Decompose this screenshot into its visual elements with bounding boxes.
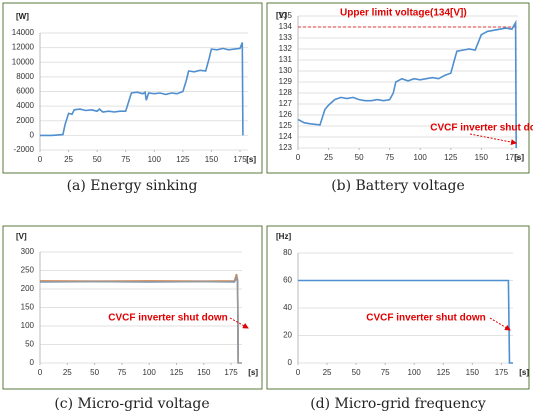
- x-tick-label: 150: [466, 368, 480, 377]
- x-tick-label: 175: [233, 155, 247, 164]
- y-axis-label: [V]: [276, 11, 287, 20]
- x-axis-label: [s]: [514, 153, 524, 162]
- y-tick-label: 124: [279, 132, 293, 141]
- x-tick-label: 125: [170, 368, 184, 377]
- reference-label: Upper limit voltage(134[V]): [340, 8, 467, 19]
- x-tick-label: 50: [90, 368, 99, 377]
- caption: (c) Micro-grid voltage: [54, 396, 209, 412]
- caption: (b) Battery voltage: [331, 178, 465, 194]
- y-tick-label: 123: [279, 143, 293, 152]
- y-axis-label: [W]: [16, 12, 29, 21]
- x-tick-label: 175: [224, 368, 238, 377]
- panel-frame: [266, 225, 530, 390]
- y-tick-label: 127: [279, 99, 293, 108]
- y-tick-label: 50: [25, 340, 34, 349]
- y-tick-label: 131: [279, 55, 293, 64]
- x-tick-label: 150: [475, 153, 489, 162]
- x-tick-label: 75: [121, 155, 130, 164]
- x-tick-label: 0: [296, 368, 301, 377]
- y-tick-label: 128: [279, 88, 293, 97]
- x-tick-label: 25: [64, 155, 73, 164]
- y-tick-label: 130: [279, 66, 293, 75]
- y-tick-label: 100: [21, 321, 35, 330]
- y-axis-label: [V]: [16, 232, 27, 241]
- panel-frame: [2, 225, 263, 390]
- y-tick-label: 150: [21, 303, 35, 312]
- data-line: [40, 42, 244, 137]
- x-tick-label: 125: [176, 155, 190, 164]
- y-tick-label: 134: [279, 22, 293, 31]
- y-tick-label: 60: [283, 276, 292, 285]
- y-tick-label: 2000: [16, 116, 34, 125]
- x-tick-label: 175: [495, 368, 509, 377]
- x-tick-label: 150: [197, 368, 211, 377]
- x-tick-label: 25: [63, 368, 72, 377]
- y-tick-label: 126: [279, 110, 293, 119]
- panel-frame: [2, 2, 263, 174]
- y-tick-label: 20: [283, 331, 292, 340]
- y-tick-label: 135: [279, 11, 293, 20]
- data-line: [40, 273, 242, 364]
- y-tick-label: 12000: [12, 43, 35, 52]
- x-tick-label: 75: [381, 368, 390, 377]
- x-tick-label: 50: [93, 155, 102, 164]
- data-line: [297, 19, 517, 149]
- caption: (a) Energy sinking: [67, 178, 198, 194]
- y-tick-label: 80: [283, 248, 292, 257]
- x-tick-label: 75: [385, 153, 394, 162]
- y-tick-label: 300: [21, 247, 35, 256]
- x-tick-label: 75: [117, 368, 126, 377]
- x-tick-label: 125: [444, 153, 458, 162]
- x-tick-label: 0: [38, 368, 43, 377]
- y-tick-label: 132: [279, 44, 293, 53]
- y-tick-label: -2000: [14, 145, 35, 154]
- y-tick-label: 129: [279, 77, 293, 86]
- x-tick-label: 25: [323, 368, 332, 377]
- x-tick-label: 150: [205, 155, 219, 164]
- x-tick-label: 50: [352, 368, 361, 377]
- y-tick-label: 0: [30, 130, 35, 139]
- y-tick-label: 14000: [12, 28, 35, 37]
- y-tick-label: 200: [21, 284, 35, 293]
- y-tick-label: 133: [279, 33, 293, 42]
- x-tick-label: 100: [414, 153, 428, 162]
- x-axis-label: [s]: [519, 368, 529, 377]
- y-tick-label: 40: [283, 303, 292, 312]
- annotation-arrow: [489, 317, 511, 331]
- x-tick-label: 125: [437, 368, 451, 377]
- y-tick-label: 6000: [16, 87, 34, 96]
- y-tick-label: 8000: [16, 72, 34, 81]
- y-tick-label: 250: [21, 266, 35, 275]
- data-line: [298, 279, 513, 364]
- annotation: CVCF inverter shut down: [366, 313, 485, 324]
- y-axis-label: [Hz]: [276, 232, 291, 241]
- y-tick-label: 10000: [12, 57, 35, 66]
- x-tick-label: 100: [148, 155, 162, 164]
- annotation: CVCF inverter shut down: [430, 123, 533, 134]
- x-tick-label: 175: [505, 153, 519, 162]
- x-tick-label: 25: [324, 153, 333, 162]
- y-tick-label: 4000: [16, 101, 34, 110]
- caption: (d) Micro-grid frequency: [310, 396, 486, 412]
- y-tick-label: 0: [288, 358, 293, 367]
- x-tick-label: 100: [143, 368, 157, 377]
- x-tick-label: 0: [38, 155, 43, 164]
- panel-frame: [266, 2, 530, 174]
- annotation: CVCF inverter shut down: [108, 313, 227, 324]
- x-axis-label: [s]: [248, 368, 258, 377]
- y-tick-label: 125: [279, 121, 293, 130]
- x-tick-label: 0: [296, 153, 301, 162]
- y-tick-label: 0: [30, 358, 35, 367]
- annotation-arrow: [469, 133, 517, 145]
- x-tick-label: 100: [408, 368, 422, 377]
- x-axis-label: [s]: [246, 155, 256, 164]
- x-tick-label: 50: [355, 153, 364, 162]
